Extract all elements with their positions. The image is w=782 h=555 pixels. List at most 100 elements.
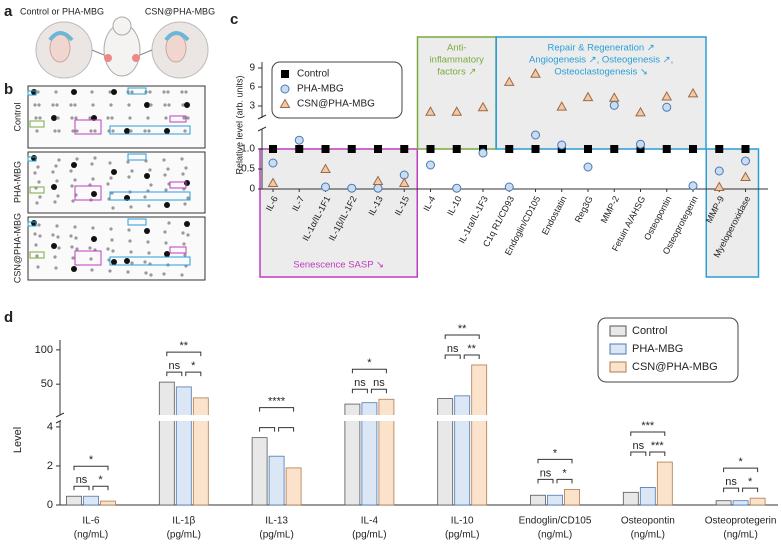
spot (75, 157, 79, 161)
spot (166, 167, 170, 171)
x-tick-unit: (pg/mL) (352, 530, 386, 541)
highlight-box (27, 221, 37, 227)
x-tick-label: IL-4 (421, 194, 437, 212)
spot (90, 268, 94, 272)
bar (437, 398, 454, 506)
group-annotation: inflammatory (430, 55, 485, 66)
bar (732, 500, 749, 506)
spot (146, 240, 150, 244)
bar (622, 491, 639, 506)
legend-swatch (609, 343, 627, 355)
marker (741, 156, 750, 166)
row-label: Control (12, 102, 22, 131)
spot (55, 179, 59, 183)
spot (182, 242, 186, 246)
spot (143, 260, 147, 264)
bracket (723, 487, 740, 493)
bracket (259, 427, 276, 432)
marker (609, 100, 619, 110)
spot (163, 103, 167, 107)
highlight-box (74, 185, 102, 201)
bar (66, 495, 82, 506)
bar (268, 455, 285, 506)
marker (426, 145, 435, 153)
x-tick-label: IL-10 (451, 516, 474, 527)
spot (108, 161, 112, 165)
x-tick-label: IL-13 (265, 516, 288, 527)
bracket (370, 388, 387, 394)
marker (347, 183, 357, 193)
significance: * (89, 454, 94, 466)
highlight-box (127, 218, 147, 226)
marker (268, 158, 278, 168)
spot (111, 249, 115, 253)
y-tick-label: 0.5 (241, 164, 255, 175)
spot (164, 116, 168, 120)
spot (186, 196, 190, 200)
highlight-box (169, 181, 187, 189)
significance: **** (268, 396, 286, 408)
spot (36, 265, 40, 269)
significance: ** (467, 343, 476, 355)
spot (111, 259, 117, 265)
bracket (537, 458, 573, 464)
marker (662, 145, 671, 153)
spot (38, 234, 42, 238)
marker (269, 145, 277, 153)
significance: * (553, 447, 558, 459)
marker (741, 145, 750, 153)
spot (183, 253, 187, 257)
spot (162, 158, 166, 162)
group-annotation: Anti- (447, 43, 467, 54)
legend-label: Control (297, 69, 329, 80)
marker (452, 183, 462, 193)
x-tick-label: IL-6 (82, 516, 100, 527)
bar (749, 497, 766, 506)
legend-label: CSN@PHA-MBG (297, 99, 375, 110)
significance: ns (540, 467, 552, 479)
spot (91, 226, 95, 230)
legend-swatch (609, 361, 627, 373)
spot (108, 269, 112, 273)
group-annotation: factors ↗ (437, 67, 476, 78)
bracket (259, 407, 295, 412)
legend-label: PHA-MBG (632, 343, 683, 355)
legend-box (597, 317, 739, 383)
group-label: CSN@PHA-MBG (145, 6, 215, 16)
group-box (416, 36, 497, 150)
marker (582, 91, 594, 102)
bracket (537, 478, 554, 484)
marker (373, 183, 383, 193)
spot (144, 228, 150, 234)
y-tick-label: 1.0 (241, 144, 255, 155)
spot (37, 180, 41, 184)
spot (35, 201, 39, 205)
spot (149, 103, 153, 107)
highlight-box (27, 90, 37, 96)
group-box (495, 36, 707, 150)
spot (54, 266, 58, 270)
spot (73, 225, 77, 229)
significance: * (191, 360, 196, 372)
marker (451, 106, 463, 116)
bar (715, 500, 732, 506)
significance: ns (632, 440, 644, 452)
x-tick-label: Osteopontin (621, 516, 675, 527)
spot (184, 180, 190, 186)
y-tick-label: 0 (47, 499, 53, 511)
spot (111, 129, 115, 133)
significance: ns (354, 377, 366, 389)
spot (88, 116, 92, 120)
spot (53, 255, 57, 259)
significance: ns (76, 474, 88, 486)
spot (71, 256, 75, 260)
spot (111, 169, 117, 175)
spot (106, 116, 110, 120)
panel-label: b (4, 81, 13, 98)
spot (186, 233, 190, 237)
spot (143, 129, 147, 133)
spot (56, 116, 60, 120)
bracket (742, 487, 759, 493)
marker (426, 160, 435, 170)
highlight-box (127, 153, 147, 161)
